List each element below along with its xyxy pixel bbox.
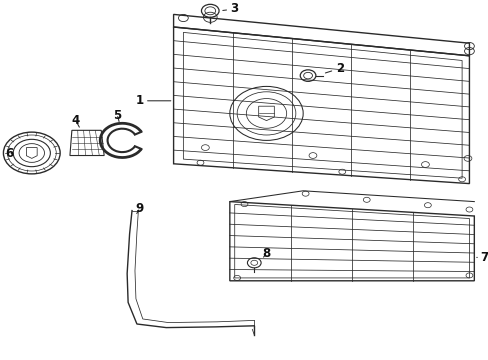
Text: 3: 3 [223, 3, 238, 15]
Text: 7: 7 [476, 251, 487, 264]
Text: 9: 9 [135, 202, 143, 215]
Text: 2: 2 [325, 62, 343, 75]
Text: 4: 4 [72, 114, 80, 127]
Text: 1: 1 [135, 94, 170, 107]
Text: 5: 5 [113, 109, 121, 122]
Text: 6: 6 [6, 147, 14, 159]
Text: 8: 8 [262, 247, 270, 260]
